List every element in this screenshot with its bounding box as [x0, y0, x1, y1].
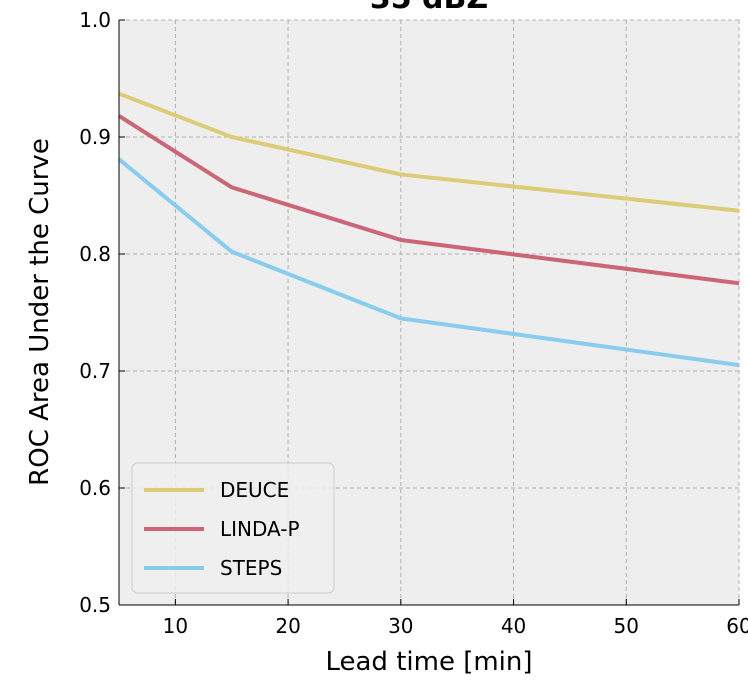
x-axis-label: Lead time [min]	[325, 647, 532, 677]
y-tick-label: 1.0	[79, 8, 111, 32]
x-tick-label: 10	[163, 614, 188, 638]
series-line-deuce	[119, 91, 739, 213]
x-tick-label: 20	[275, 614, 300, 638]
axes-frame	[118, 20, 739, 606]
x-tick-labels: 10 20 30 40 50 60	[163, 614, 748, 638]
axis-ticks	[119, 19, 740, 606]
legend: DEUCE LINDA-P STEPS	[131, 462, 335, 594]
chart-title: 35 dBZ	[370, 0, 488, 16]
y-tick-label: 0.7	[79, 359, 111, 383]
legend-label: LINDA-P	[220, 517, 300, 541]
y-tick-label: 0.6	[79, 476, 111, 500]
legend-box	[131, 462, 335, 594]
y-axis-label: ROC Area Under the Curve	[25, 138, 55, 486]
legend-label: DEUCE	[220, 478, 289, 502]
x-tick-label: 50	[614, 614, 639, 638]
y-tick-label: 0.5	[79, 593, 111, 617]
series-lines	[119, 91, 739, 368]
legend-label: STEPS	[220, 556, 282, 580]
x-tick-label: 30	[388, 614, 413, 638]
y-tick-label: 0.9	[79, 125, 111, 149]
series-line-linda-p	[119, 114, 739, 286]
y-tick-label: 0.8	[79, 242, 111, 266]
x-tick-label: 40	[501, 614, 526, 638]
x-tick-label: 60	[726, 614, 748, 638]
series-line-steps	[119, 157, 739, 368]
y-tick-labels: 0.5 0.6 0.7 0.8 0.9 1.0	[79, 8, 111, 617]
